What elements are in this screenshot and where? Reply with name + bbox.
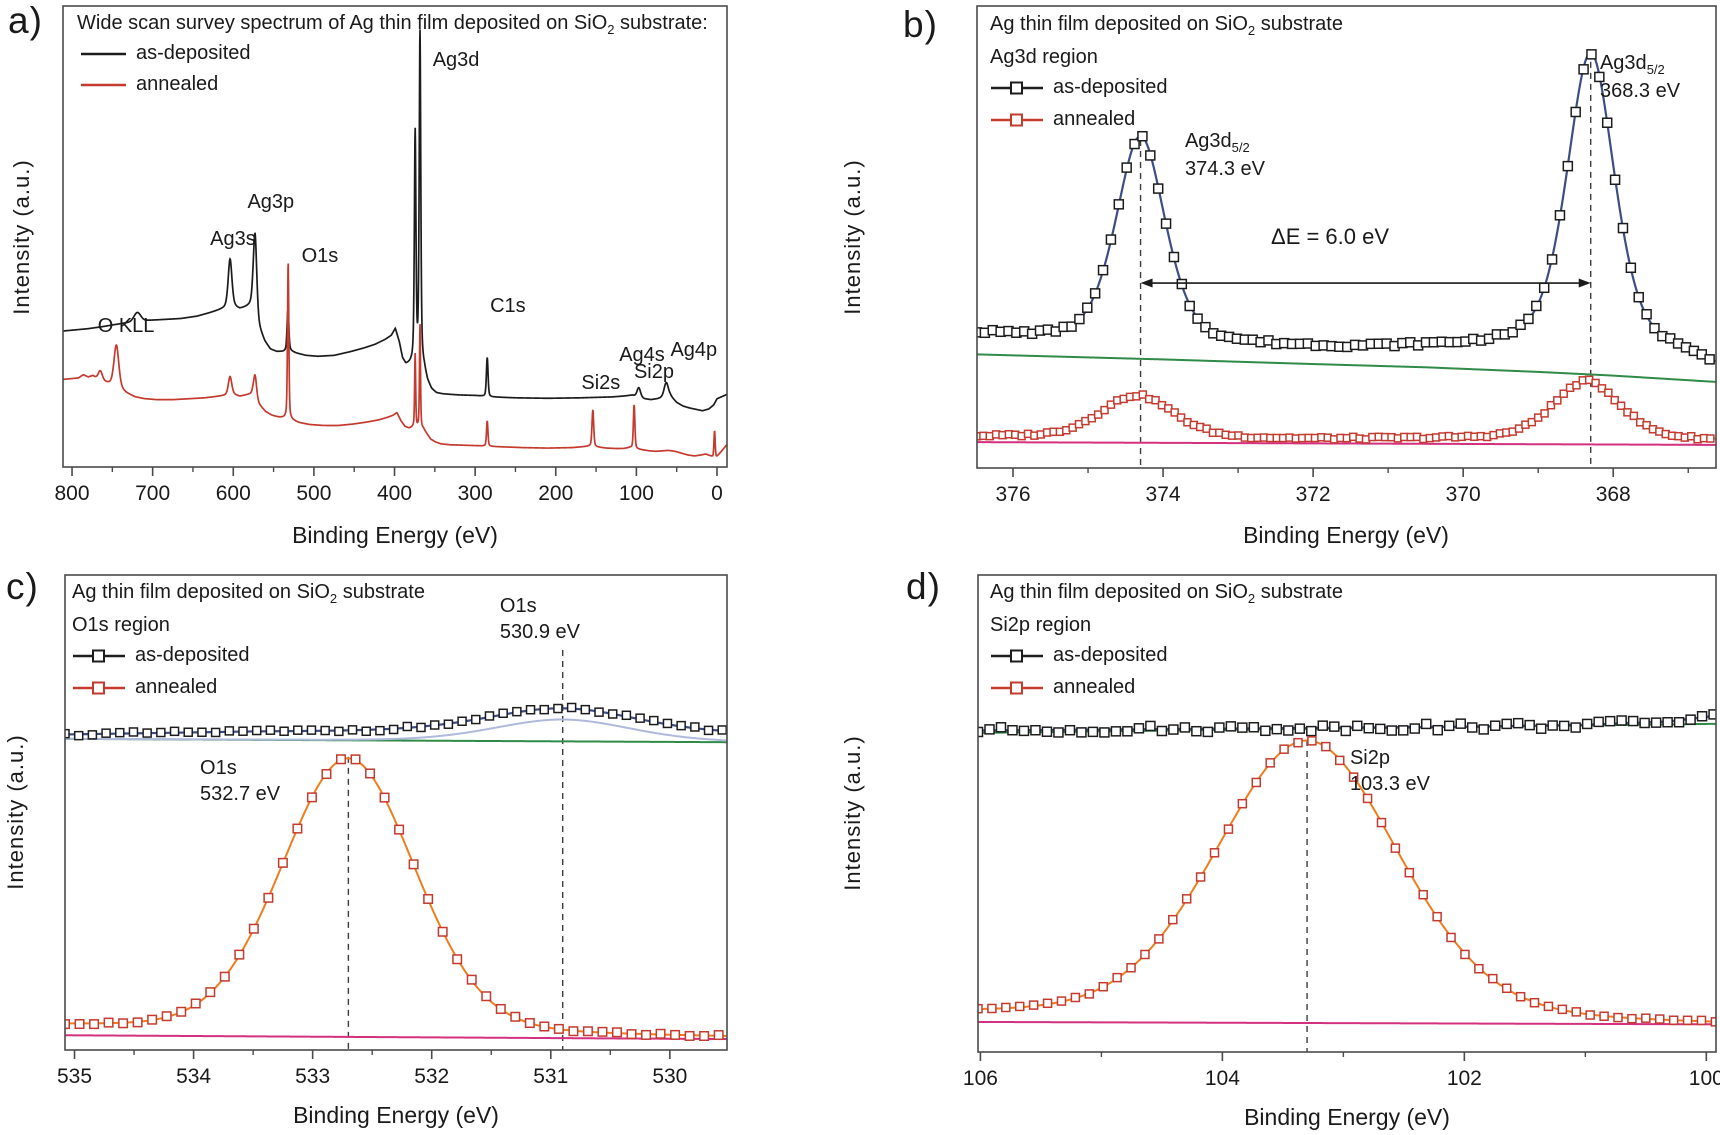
x-tick-label: 372 — [1296, 483, 1331, 506]
series-line-as-deposited-survey — [63, 29, 727, 412]
x-tick-label: 533 — [295, 1065, 330, 1088]
x-tick-label: 400 — [377, 482, 412, 505]
x-tick-label: 600 — [216, 482, 251, 505]
series-line-annealed-si2p-fit — [978, 739, 1716, 1023]
x-tick-label: 535 — [57, 1065, 92, 1088]
x-tick-label: 102 — [1447, 1067, 1482, 1090]
series-line-baseline-annealed — [977, 441, 1716, 446]
axis-box — [977, 574, 1717, 1053]
x-tick-label: 532 — [414, 1065, 449, 1088]
x-tick-label: 700 — [135, 482, 170, 505]
x-tick-label: 370 — [1446, 483, 1481, 506]
series-markers-as-deposited-ag3d-fit — [977, 49, 1715, 365]
x-tick-label: 374 — [1146, 483, 1181, 506]
series-markers-annealed-o1s-fit — [65, 754, 724, 1042]
panel-c-plot: 535 534 533 532 531 530 — [57, 574, 728, 1088]
axis-box — [976, 5, 1717, 469]
x-tick-label: 300 — [458, 482, 493, 505]
x-tick-label: 106 — [963, 1067, 998, 1090]
x-tick-label: 530 — [652, 1065, 687, 1088]
x-tick-label: 100 — [1689, 1067, 1720, 1090]
x-tick-label: 104 — [1205, 1067, 1240, 1090]
x-tick-label: 376 — [995, 483, 1030, 506]
series-markers-as-deposited-o1s-fit — [65, 702, 727, 741]
panel-a-plot: 800 700 600 500 400 300 200 100 0 — [55, 5, 728, 505]
series-line-baseline-as-deposited — [977, 353, 1716, 383]
series-markers-as-deposited-si2p-fit — [978, 709, 1716, 738]
delta-e-arrow — [1140, 278, 1591, 288]
series-markers-annealed-si2p-fit — [978, 736, 1716, 1027]
x-axis-ticks: 800 700 600 500 400 300 200 100 0 — [55, 467, 723, 505]
panel-d-plot: 106 104 102 100 — [963, 574, 1720, 1090]
x-axis-ticks: 535 534 533 532 531 530 — [57, 1050, 687, 1088]
series-line-annealed-survey — [63, 263, 727, 457]
series-line-as-deposited-ag3d-fit — [977, 51, 1716, 363]
axis-box — [62, 5, 728, 468]
series-line-o1s-component-530.9 — [65, 718, 727, 742]
series-line-annealed-o1s-fit — [65, 757, 727, 1037]
series-line-baseline-annealed — [978, 1020, 1716, 1026]
panel-b-plot: 376 374 372 370 368 — [976, 5, 1717, 506]
x-tick-label: 800 — [55, 482, 90, 505]
x-tick-label: 500 — [296, 482, 331, 505]
x-tick-label: 100 — [619, 482, 654, 505]
x-axis-ticks: 376 374 372 370 368 — [995, 468, 1689, 506]
x-tick-label: 531 — [533, 1065, 568, 1088]
x-tick-label: 534 — [176, 1065, 211, 1088]
series-line-baseline-annealed — [65, 1034, 727, 1041]
x-tick-label: 368 — [1596, 483, 1631, 506]
x-axis-ticks: 106 104 102 100 — [963, 1052, 1720, 1090]
series-markers-annealed-ag3d-fit — [977, 375, 1715, 444]
x-tick-label: 200 — [538, 482, 573, 505]
axis-box — [64, 574, 728, 1051]
x-tick-label: 0 — [711, 482, 723, 505]
